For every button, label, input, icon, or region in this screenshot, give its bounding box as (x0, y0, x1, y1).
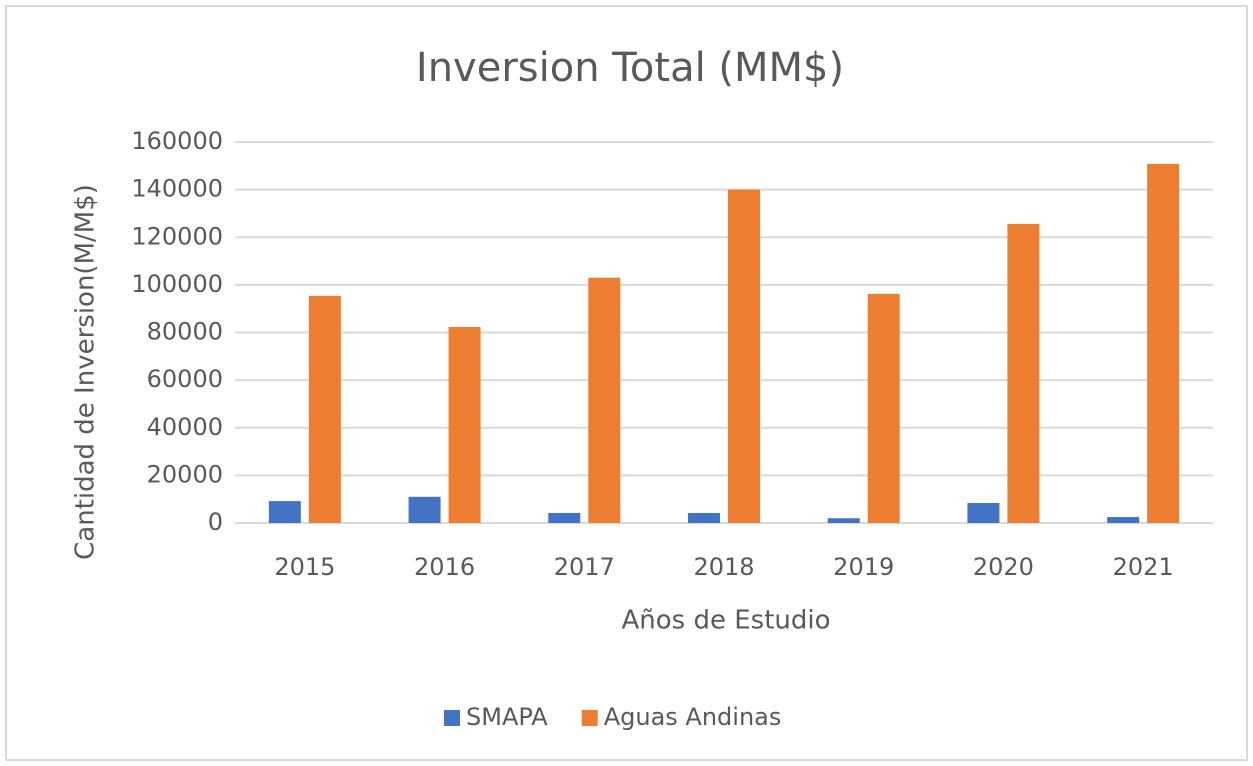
y-tick-label: 80000 (147, 318, 223, 346)
bar (548, 512, 581, 523)
bar (1107, 517, 1140, 523)
x-tick-label: 2021 (1113, 553, 1174, 581)
x-tick-label: 2018 (693, 553, 754, 581)
bar (827, 518, 860, 523)
legend-swatch (581, 710, 598, 726)
y-tick-label: 20000 (147, 460, 223, 488)
chart-frame (5, 5, 1248, 761)
bar (967, 502, 1000, 523)
bar (688, 512, 720, 523)
legend-label: Aguas Andinas (604, 703, 782, 731)
y-tick-label: 0 (208, 508, 223, 536)
bar (308, 295, 341, 523)
y-tick-label: 40000 (147, 413, 223, 441)
x-tick-label: 2017 (554, 553, 615, 581)
x-tick-label: 2020 (973, 553, 1034, 581)
x-tick-label: 2015 (274, 553, 335, 581)
y-tick-label: 140000 (131, 175, 223, 203)
x-axis-label: Años de Estudio (621, 606, 830, 636)
bar (588, 277, 621, 523)
x-tick-label: 2016 (414, 553, 475, 581)
bar (1147, 163, 1180, 523)
y-axis-label: Cantidad de Inversion(M/M$) (71, 184, 101, 560)
bar (867, 293, 900, 523)
bar (1007, 223, 1040, 524)
y-tick-label: 60000 (147, 365, 223, 393)
y-tick-label: 160000 (131, 127, 223, 155)
bar (268, 501, 301, 523)
y-tick-label: 100000 (131, 270, 223, 298)
y-tick-label: 120000 (131, 222, 223, 250)
x-tick-label: 2019 (833, 553, 894, 581)
chart-title: Inversion Total (MM$) (416, 45, 844, 91)
bar (448, 327, 481, 523)
legend-label: SMAPA (466, 703, 548, 731)
bar (408, 496, 441, 523)
bar (728, 189, 760, 523)
legend-swatch (444, 710, 460, 726)
